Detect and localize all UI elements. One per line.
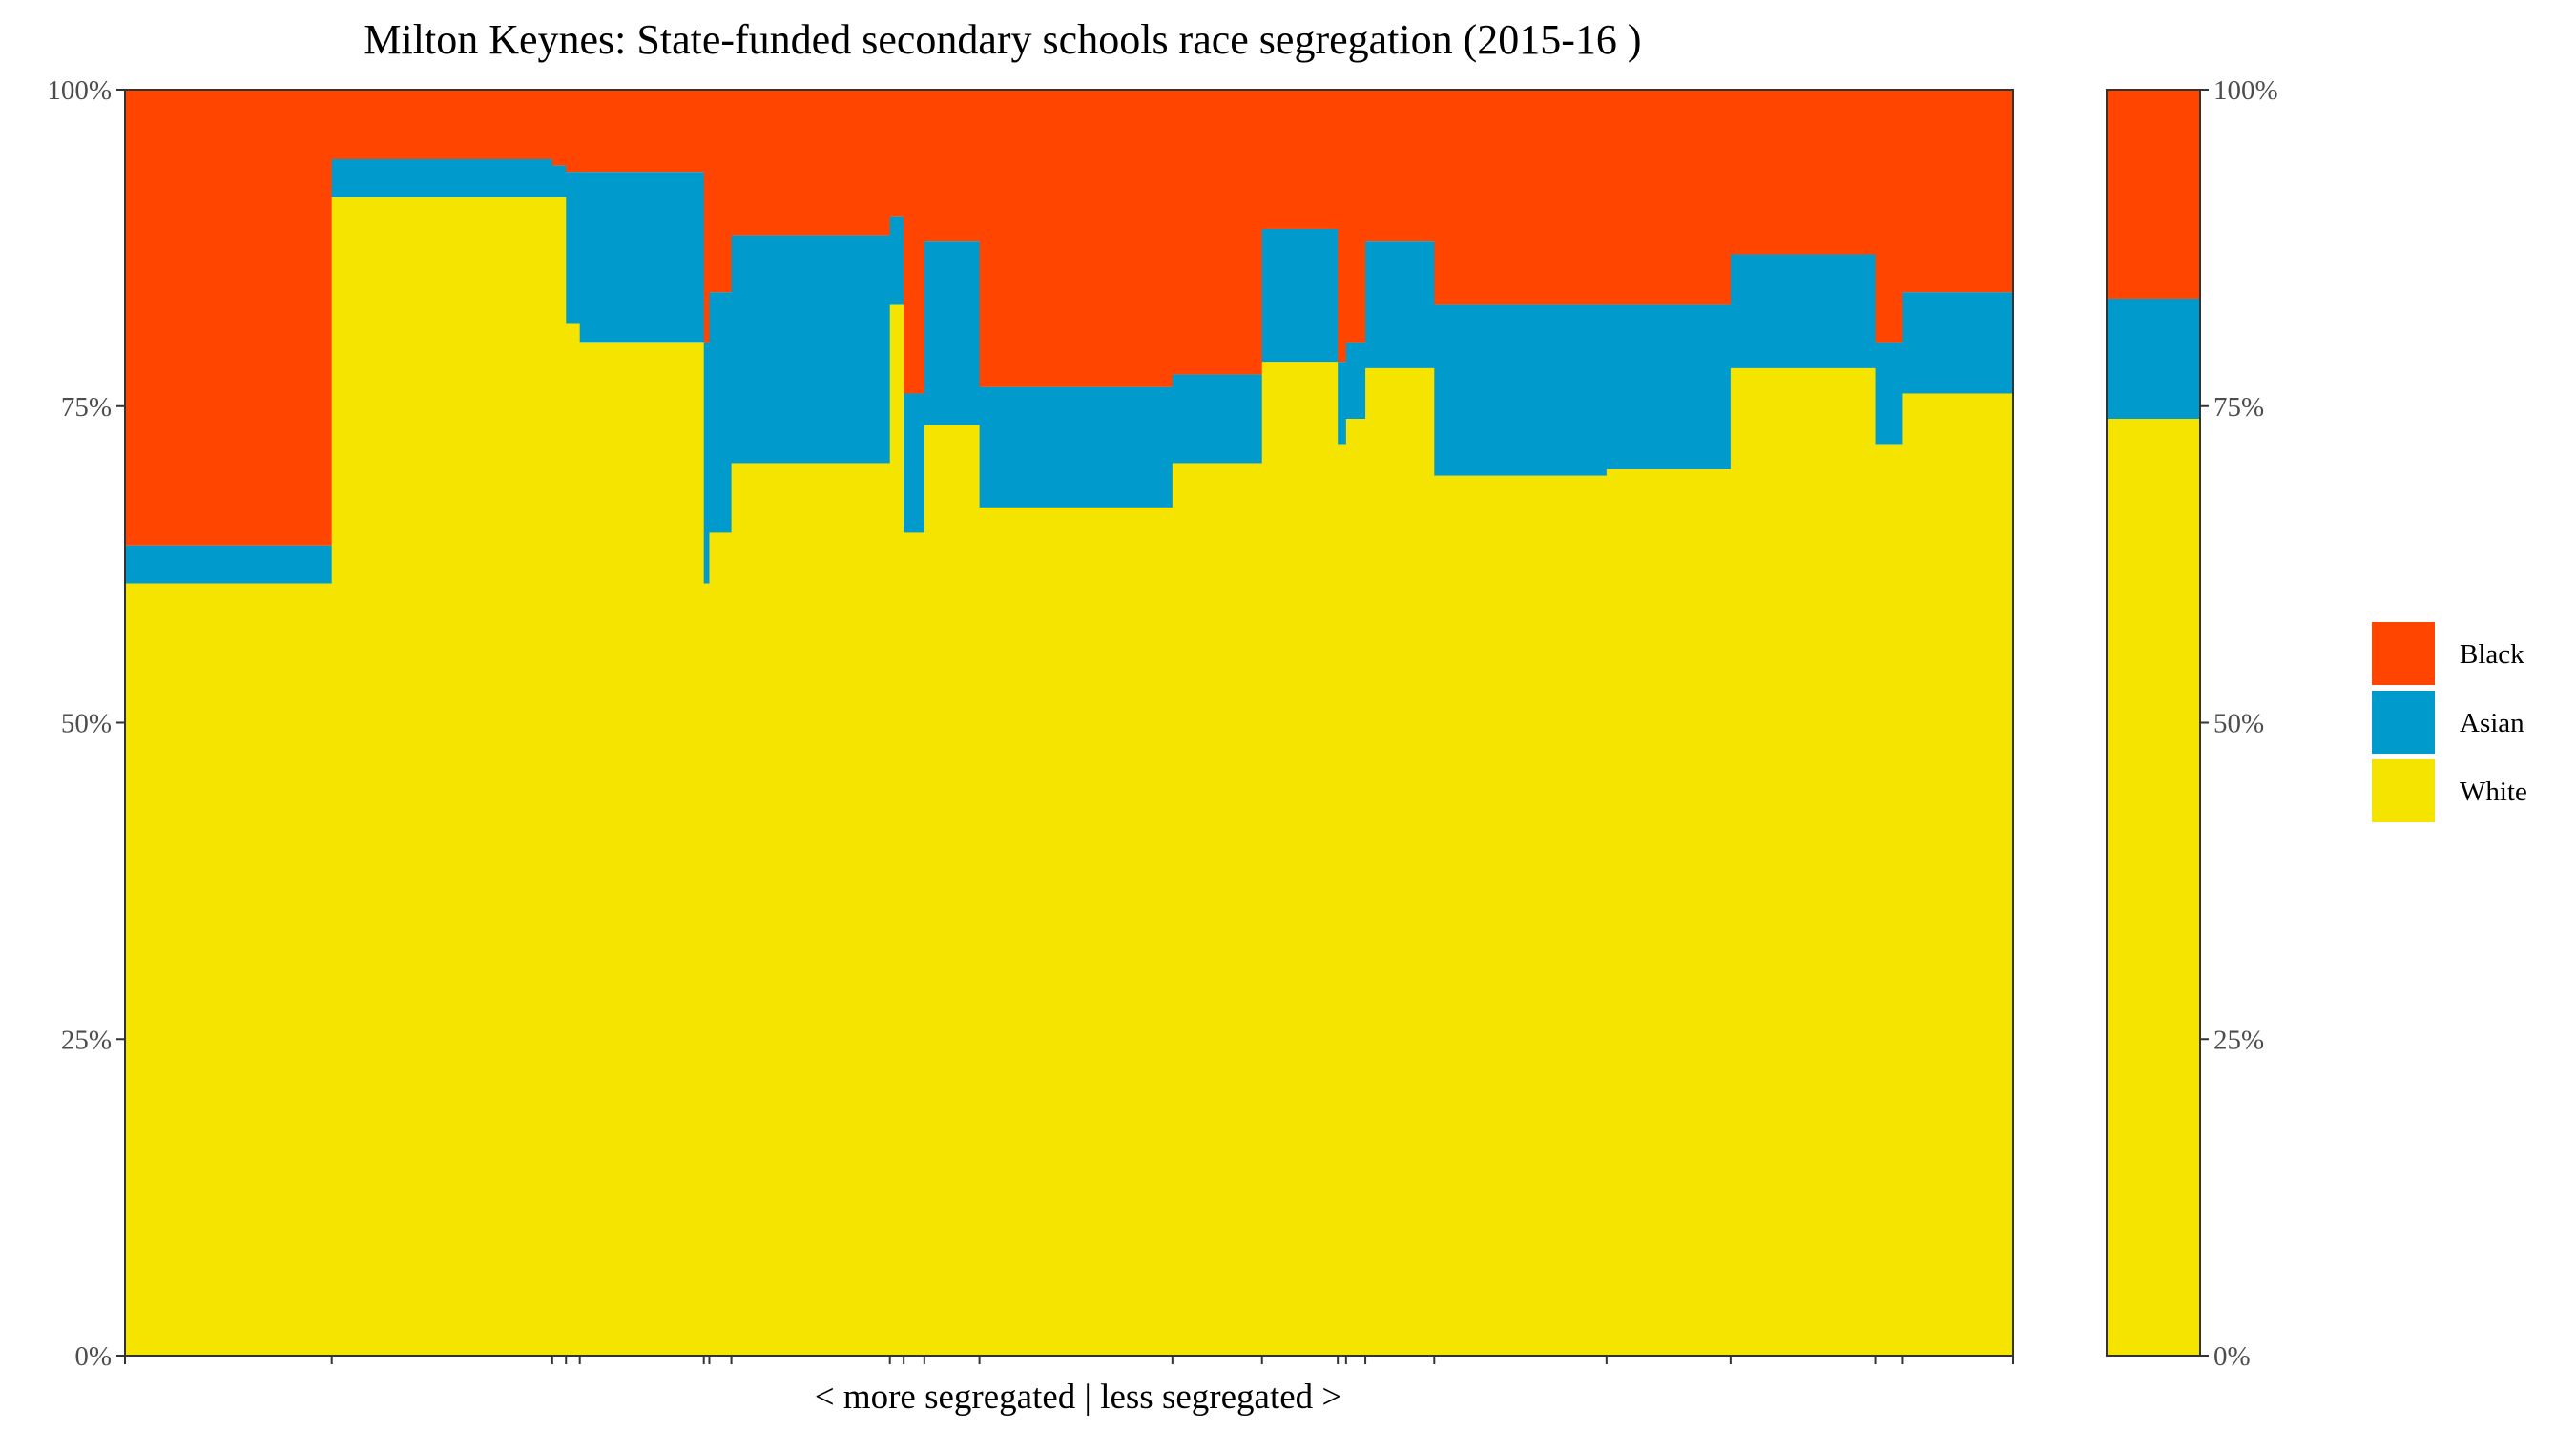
bar-segment-black-school-12 bbox=[979, 90, 1174, 387]
bar-segment-asian-school-22 bbox=[1902, 292, 2014, 394]
legend-swatch-white bbox=[2372, 759, 2435, 822]
bar-segment-white-school-21 bbox=[1875, 444, 1904, 1356]
bar-segment-black-school-17 bbox=[1365, 90, 1435, 242]
bar-segment-black-school-7 bbox=[709, 90, 733, 293]
bar-segment-white-school-10 bbox=[904, 532, 925, 1356]
bar-segment-asian-school-13 bbox=[1172, 374, 1263, 464]
bar-segment-asian-school-14 bbox=[1261, 228, 1339, 363]
bar-segment-asian-school-12 bbox=[979, 386, 1174, 508]
bar-segment-white-school-9 bbox=[889, 304, 904, 1357]
bar-segment-white-school-7 bbox=[709, 532, 733, 1356]
legend-label-black: Black bbox=[2460, 639, 2524, 670]
bar-segment-asian-school-11 bbox=[924, 241, 981, 425]
y-axis-right: 0% 25% 50% 75% 100% bbox=[2200, 75, 2278, 1372]
overall-segment-white bbox=[2107, 419, 2200, 1356]
bar-segment-white-school-1 bbox=[125, 583, 333, 1356]
bar-segment-white-school-11 bbox=[924, 425, 981, 1356]
bar-segment-asian-school-20 bbox=[1730, 254, 1877, 368]
bar-segment-asian-school-6 bbox=[703, 342, 711, 584]
overall-segment-asian bbox=[2107, 298, 2200, 420]
bar-segment-black-school-11 bbox=[924, 90, 981, 242]
y-tick-label-right: 75% bbox=[2213, 392, 2264, 423]
bar-segment-asian-school-2 bbox=[331, 158, 553, 197]
bar-segment-white-school-20 bbox=[1730, 367, 1877, 1357]
bar-segment-asian-school-16 bbox=[1345, 342, 1366, 420]
bar-segment-black-school-1 bbox=[125, 90, 333, 546]
overall-bar bbox=[2107, 90, 2200, 1356]
bar-segment-asian-school-5 bbox=[579, 172, 705, 343]
bar-segment-white-school-3 bbox=[551, 197, 567, 1356]
bar-segment-black-school-21 bbox=[1875, 90, 1904, 343]
x-axis-ticks bbox=[124, 1356, 2014, 1364]
bar-segment-asian-school-4 bbox=[566, 172, 581, 324]
y-tick-label-right: 0% bbox=[2213, 1341, 2251, 1372]
bar-segment-white-school-15 bbox=[1338, 444, 1347, 1356]
bar-segment-black-school-2 bbox=[331, 90, 553, 159]
bar-segment-white-school-12 bbox=[979, 507, 1174, 1356]
x-axis-label: < more segregated | less segregated > bbox=[815, 1378, 1342, 1417]
y-tick-label-right: 100% bbox=[2213, 75, 2278, 106]
y-tick-label-left: 75% bbox=[61, 392, 112, 423]
bar-segment-black-school-16 bbox=[1345, 90, 1366, 343]
bar-segment-white-school-2 bbox=[331, 197, 553, 1356]
bar-segment-white-school-4 bbox=[566, 323, 581, 1356]
y-tick-label-right: 25% bbox=[2213, 1025, 2264, 1055]
bar-segment-white-school-18 bbox=[1434, 475, 1608, 1356]
bar-segment-asian-school-18 bbox=[1434, 304, 1608, 476]
legend-swatch-black bbox=[2372, 622, 2435, 685]
bar-segment-white-school-17 bbox=[1365, 367, 1435, 1357]
bar-segment-asian-school-17 bbox=[1365, 241, 1435, 368]
school-bars bbox=[125, 90, 2014, 1357]
y-tick-label-left: 50% bbox=[61, 709, 112, 739]
bar-segment-black-school-10 bbox=[904, 90, 925, 394]
legend-swatch-asian bbox=[2372, 691, 2435, 754]
bar-segment-white-school-16 bbox=[1345, 419, 1366, 1356]
bar-segment-black-school-3 bbox=[551, 90, 567, 166]
bar-segment-black-school-14 bbox=[1261, 90, 1339, 229]
y-tick-label-left: 0% bbox=[74, 1341, 112, 1372]
bar-segment-black-school-22 bbox=[1902, 90, 2014, 293]
bar-segment-asian-school-15 bbox=[1338, 362, 1347, 445]
bar-segment-white-school-19 bbox=[1606, 469, 1732, 1357]
y-tick-label-left: 100% bbox=[47, 75, 112, 106]
bar-segment-black-school-9 bbox=[889, 90, 904, 217]
bar-segment-asian-school-1 bbox=[125, 545, 333, 584]
overall-segment-black bbox=[2107, 90, 2200, 299]
legend-label-white: White bbox=[2460, 777, 2527, 807]
bar-segment-black-school-15 bbox=[1338, 90, 1347, 363]
y-tick-label-left: 25% bbox=[61, 1025, 112, 1055]
chart-title: Milton Keynes: State-funded secondary sc… bbox=[364, 16, 1641, 63]
bar-segment-white-school-22 bbox=[1902, 393, 2014, 1357]
bar-segment-asian-school-9 bbox=[889, 216, 904, 305]
bar-segment-black-school-6 bbox=[703, 90, 711, 343]
bar-segment-white-school-5 bbox=[579, 342, 705, 1356]
bar-segment-asian-school-10 bbox=[904, 393, 925, 533]
bar-segment-black-school-19 bbox=[1606, 90, 1732, 305]
bar-segment-black-school-18 bbox=[1434, 90, 1608, 305]
y-tick-label-right: 50% bbox=[2213, 709, 2264, 739]
bar-segment-asian-school-3 bbox=[551, 165, 567, 197]
bar-segment-black-school-5 bbox=[579, 90, 705, 173]
bar-segment-asian-school-7 bbox=[709, 292, 733, 533]
bar-segment-asian-school-19 bbox=[1606, 304, 1732, 470]
y-axis-left: 0% 25% 50% 75% 100% bbox=[47, 75, 125, 1372]
bar-segment-asian-school-21 bbox=[1875, 342, 1904, 445]
bar-segment-white-school-8 bbox=[731, 463, 891, 1357]
bar-segment-white-school-13 bbox=[1172, 463, 1263, 1357]
bar-segment-black-school-20 bbox=[1730, 90, 1877, 255]
legend-label-asian: Asian bbox=[2460, 708, 2524, 738]
bar-segment-white-school-6 bbox=[703, 583, 711, 1356]
legend: Black Asian White bbox=[2372, 622, 2527, 822]
bar-segment-asian-school-8 bbox=[731, 235, 891, 464]
bar-segment-black-school-4 bbox=[566, 90, 581, 173]
bar-segment-black-school-13 bbox=[1172, 90, 1263, 375]
bar-segment-white-school-14 bbox=[1261, 362, 1339, 1356]
bar-segment-black-school-8 bbox=[731, 90, 891, 236]
